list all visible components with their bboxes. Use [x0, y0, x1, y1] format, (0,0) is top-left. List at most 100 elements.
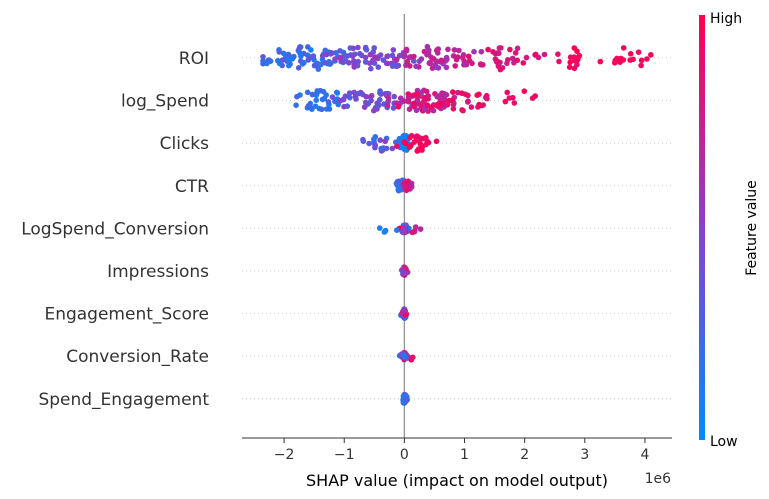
shap-point	[421, 96, 428, 103]
shap-point	[313, 97, 320, 103]
shap-point	[382, 227, 389, 234]
shap-point	[321, 95, 328, 102]
shap-point	[424, 43, 431, 50]
shap-point	[394, 143, 400, 150]
shap-point	[376, 96, 383, 103]
x-ticks: −2 −1 0 1 2 3 4	[274, 438, 649, 463]
shap-point	[383, 145, 390, 152]
shap-point	[325, 99, 332, 105]
shap-point	[363, 93, 370, 100]
x-tick-label: −2	[274, 447, 295, 463]
shap-point	[433, 64, 439, 70]
shap-point	[410, 58, 417, 64]
shap-point	[406, 106, 413, 112]
shap-point	[507, 46, 513, 53]
shap-point	[556, 58, 562, 65]
shap-point	[376, 102, 382, 109]
shap-point	[390, 105, 397, 111]
shap-point	[405, 98, 412, 105]
shap-point	[296, 45, 303, 52]
shap-point	[311, 62, 318, 69]
shap-point	[509, 55, 516, 62]
shap-point	[384, 53, 390, 60]
x-scale-label: 1e6	[645, 471, 672, 487]
shap-point	[334, 90, 341, 96]
shap-point	[502, 98, 509, 105]
shap-point	[451, 47, 458, 53]
shap-point	[371, 45, 378, 51]
shap-point	[485, 46, 491, 53]
shap-point	[505, 57, 511, 63]
shap-point	[420, 135, 427, 142]
shap-point	[353, 96, 359, 102]
shap-point	[371, 107, 377, 114]
shap-point	[346, 90, 353, 96]
shap-point	[329, 94, 336, 100]
shap-point	[337, 55, 344, 61]
shap-point	[452, 63, 459, 69]
shap-point	[443, 64, 450, 71]
shap-point	[456, 47, 462, 54]
shap-point	[372, 54, 379, 61]
shap-point	[322, 60, 328, 66]
shap-point	[635, 49, 642, 55]
shap-point	[541, 51, 548, 58]
colorbar-low-label: Low	[710, 434, 738, 450]
shap-point	[362, 99, 369, 106]
shap-point	[371, 136, 377, 142]
shap-point	[405, 94, 412, 101]
shap-point	[597, 58, 604, 65]
feature-label: Conversion_Rate	[66, 347, 209, 367]
shap-point	[347, 45, 354, 51]
shap-point	[395, 104, 402, 110]
shap-point	[362, 45, 369, 52]
shap-point	[400, 269, 407, 276]
shap-point	[465, 92, 471, 99]
shap-point	[406, 54, 413, 61]
shap-point	[347, 94, 353, 101]
shap-point	[521, 88, 528, 94]
shap-point	[310, 54, 317, 60]
shap-point	[279, 57, 286, 63]
shap-point	[423, 88, 430, 95]
shap-point	[351, 64, 358, 70]
shap-point	[484, 95, 490, 102]
shap-point	[295, 65, 302, 71]
shap-point	[286, 62, 292, 69]
shap-point	[337, 48, 343, 54]
shap-point	[376, 225, 383, 231]
shap-point	[523, 54, 530, 61]
shap-point	[476, 91, 482, 98]
shap-point	[260, 54, 266, 60]
shap-point	[315, 66, 322, 72]
shap-point	[294, 93, 300, 100]
shap-point	[520, 60, 527, 66]
shap-point	[341, 103, 347, 110]
shap-point	[567, 59, 573, 66]
shap-point	[384, 102, 391, 109]
shap-point	[333, 50, 339, 56]
x-tick-label: 2	[520, 447, 529, 463]
shap-point	[638, 62, 644, 69]
shap-point	[332, 56, 338, 62]
shap-point	[459, 107, 465, 113]
shap-point	[429, 55, 436, 62]
x-axis-label: SHAP value (impact on model output)	[306, 471, 608, 490]
colorbar-title: Feature value	[744, 180, 760, 276]
shap-point	[454, 54, 461, 60]
feature-label: LogSpend_Conversion	[21, 219, 209, 239]
shap-point	[407, 63, 413, 69]
shap-point	[413, 63, 419, 70]
shap-point	[459, 54, 466, 61]
shap-point	[575, 56, 581, 62]
feature-label: ROI	[179, 49, 209, 69]
colorbar-gradient	[699, 15, 705, 440]
shap-point	[384, 60, 391, 67]
shap-point	[404, 58, 411, 65]
shap-point	[375, 64, 382, 70]
shap-point	[394, 56, 400, 63]
shap-point	[358, 52, 365, 59]
shap-point	[389, 145, 396, 152]
shap-point	[418, 89, 425, 96]
shap-point	[320, 88, 327, 95]
